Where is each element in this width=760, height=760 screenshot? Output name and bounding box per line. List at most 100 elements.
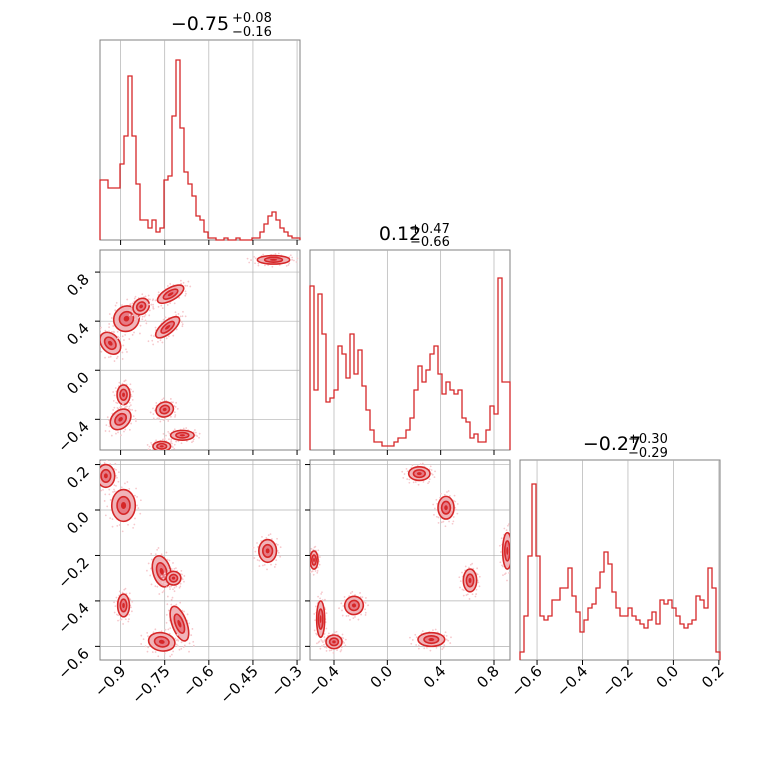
sample-point bbox=[406, 478, 409, 480]
sample-point bbox=[196, 435, 199, 437]
sample-point bbox=[443, 644, 446, 647]
sample-point bbox=[367, 604, 369, 607]
sample-point bbox=[254, 257, 257, 260]
sample-point bbox=[321, 591, 323, 594]
title-minus: −0.29 bbox=[628, 446, 668, 461]
sample-point bbox=[106, 416, 109, 419]
sample-point bbox=[147, 448, 150, 450]
sample-point bbox=[507, 523, 510, 526]
sample-point bbox=[180, 647, 183, 650]
sample-point bbox=[130, 422, 133, 425]
sample-point bbox=[163, 652, 166, 655]
sample-point bbox=[121, 304, 123, 307]
contour-blob bbox=[246, 252, 299, 268]
sample-point bbox=[133, 297, 136, 300]
sample-point bbox=[323, 643, 325, 646]
sample-point bbox=[316, 642, 318, 645]
sample-point bbox=[308, 560, 310, 562]
sample-point bbox=[109, 463, 112, 465]
sample-point bbox=[188, 650, 190, 653]
sample-point bbox=[157, 547, 160, 549]
contour-core bbox=[351, 603, 357, 608]
sample-point bbox=[176, 638, 179, 641]
sample-point bbox=[140, 634, 143, 637]
sample-point bbox=[100, 489, 103, 492]
sample-point bbox=[167, 568, 170, 571]
sample-point bbox=[150, 303, 153, 306]
sample-point bbox=[343, 596, 346, 598]
sample-point bbox=[314, 619, 317, 622]
contour-blob bbox=[458, 562, 481, 600]
sample-point bbox=[134, 318, 136, 320]
contour-blob bbox=[160, 567, 186, 591]
sample-point bbox=[171, 401, 174, 404]
sample-point bbox=[123, 430, 125, 433]
sample-point bbox=[108, 488, 111, 491]
contour-blob bbox=[498, 523, 514, 582]
sample-point bbox=[103, 462, 106, 464]
sample-point bbox=[453, 494, 456, 497]
sample-point bbox=[115, 613, 118, 616]
contour-blob bbox=[313, 591, 328, 650]
sample-point bbox=[146, 444, 149, 446]
sample-point bbox=[106, 460, 108, 462]
sample-point bbox=[146, 650, 149, 653]
sample-point bbox=[408, 481, 411, 484]
grid bbox=[536, 460, 720, 660]
sample-point bbox=[169, 451, 171, 453]
sample-point bbox=[113, 601, 115, 604]
contour-core bbox=[332, 640, 336, 644]
sample-point bbox=[175, 567, 177, 570]
sample-point bbox=[184, 284, 187, 287]
x-ticks bbox=[120, 450, 298, 455]
sample-point bbox=[108, 326, 110, 329]
x-tick-label: −0.6 bbox=[507, 662, 545, 700]
contour-blob bbox=[140, 628, 183, 658]
sample-point bbox=[314, 570, 317, 572]
contour-core bbox=[139, 304, 143, 309]
sample-point bbox=[342, 605, 345, 607]
sample-point bbox=[477, 581, 480, 584]
sample-point bbox=[412, 481, 415, 484]
sample-point bbox=[112, 391, 115, 393]
sample-point bbox=[117, 431, 119, 434]
x-tick-label: −0.75 bbox=[128, 662, 173, 707]
sample-point bbox=[190, 634, 193, 637]
contour-core bbox=[171, 576, 176, 580]
sample-point bbox=[338, 607, 340, 610]
sample-point bbox=[183, 580, 185, 583]
sample-point bbox=[325, 650, 328, 652]
sample-point bbox=[100, 328, 102, 331]
sample-point bbox=[116, 337, 119, 340]
sample-point bbox=[279, 555, 282, 558]
sample-point bbox=[295, 261, 298, 263]
sample-point bbox=[154, 585, 157, 588]
sample-point bbox=[162, 577, 165, 580]
sample-point bbox=[512, 550, 514, 552]
sample-point bbox=[334, 631, 336, 634]
sample-point bbox=[462, 589, 465, 592]
sample-point bbox=[167, 430, 170, 433]
sample-point bbox=[336, 649, 338, 651]
sample-point bbox=[289, 254, 292, 257]
sample-point bbox=[121, 382, 124, 385]
sample-point bbox=[136, 504, 138, 507]
contour-core bbox=[177, 619, 182, 628]
sample-point bbox=[174, 415, 176, 418]
sample-point bbox=[445, 634, 448, 637]
sample-point bbox=[194, 434, 197, 437]
sample-point bbox=[174, 414, 177, 416]
sample-point bbox=[254, 550, 257, 553]
sample-point bbox=[139, 512, 142, 515]
sample-point bbox=[198, 436, 200, 439]
sample-point bbox=[260, 539, 263, 542]
sample-point bbox=[131, 302, 134, 305]
sample-point bbox=[135, 420, 137, 423]
sample-point bbox=[181, 325, 184, 328]
sample-point bbox=[108, 419, 110, 422]
sample-point bbox=[160, 553, 163, 556]
x-tick-label: −0.4 bbox=[304, 662, 342, 700]
sample-point bbox=[124, 379, 127, 382]
axes-frame bbox=[519, 459, 721, 661]
sample-point bbox=[122, 623, 125, 625]
